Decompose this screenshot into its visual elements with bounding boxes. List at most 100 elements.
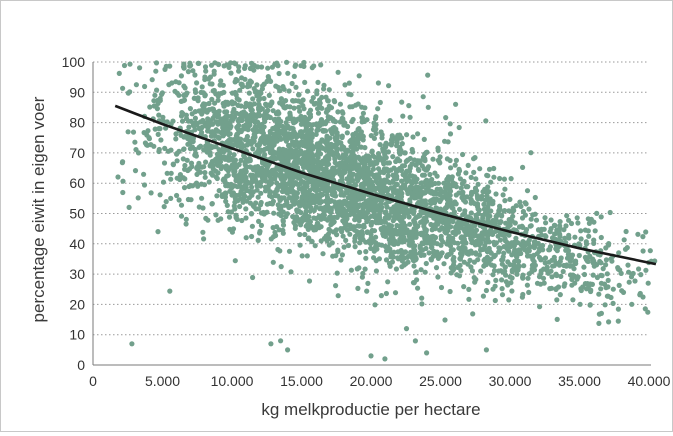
scatter-point [163, 63, 169, 69]
scatter-point [382, 219, 388, 225]
scatter-point [461, 226, 467, 233]
scatter-point [616, 250, 622, 256]
scatter-point [392, 215, 398, 222]
scatter-point [310, 145, 316, 151]
scatter-point [174, 150, 180, 156]
scatter-point [401, 214, 407, 220]
scatter-point [492, 252, 498, 258]
scatter-point [363, 249, 369, 255]
scatter-point [193, 120, 199, 126]
scatter-point [271, 210, 277, 216]
scatter-point [335, 69, 341, 75]
scatter-point [183, 221, 189, 227]
scatter-point [227, 136, 233, 143]
scatter-point [342, 208, 348, 214]
scatter-point [537, 304, 543, 310]
scatter-point [267, 135, 273, 141]
scatter-point [547, 229, 553, 235]
scatter-point [190, 68, 196, 74]
scatter-point [557, 219, 563, 225]
scatter-point [183, 116, 190, 122]
scatter-point [266, 92, 272, 98]
scatter-point [223, 198, 229, 204]
scatter-point [481, 201, 487, 207]
scatter-point [206, 107, 212, 113]
scatter-point [509, 252, 515, 258]
scatter-point [360, 270, 366, 277]
scatter-point [338, 140, 344, 146]
scatter-point [263, 172, 269, 178]
scatter-point [610, 286, 616, 292]
scatter-point [248, 210, 254, 217]
scatter-point [343, 237, 349, 243]
scatter-point [386, 83, 392, 89]
scatter-point [542, 215, 548, 221]
scatter-point [357, 240, 363, 246]
scatter-point [615, 306, 622, 312]
scatter-point [407, 173, 413, 179]
scatter-point [304, 181, 310, 187]
scatter-point [445, 227, 451, 233]
scatter-point [468, 210, 474, 216]
scatter-point [334, 270, 340, 276]
scatter-point [415, 131, 421, 137]
scatter-point [181, 185, 188, 191]
scatter-point [419, 301, 425, 307]
scatter-point [541, 226, 547, 232]
scatter-point [307, 208, 313, 214]
scatter-point [199, 84, 205, 90]
scatter-point [344, 130, 350, 136]
scatter-point [556, 237, 562, 243]
y-axis-title: percentage eiwit in eigen voer [29, 96, 48, 322]
scatter-point [373, 178, 379, 184]
scatter-point [321, 235, 328, 241]
scatter-point [361, 224, 367, 230]
scatter-point [471, 169, 477, 175]
scatter-point [549, 274, 555, 280]
scatter-point [238, 188, 244, 194]
scatter-point [277, 100, 283, 106]
scatter-point [582, 227, 589, 233]
scatter-point [486, 239, 492, 245]
scatter-point [337, 178, 343, 184]
scatter-point [315, 199, 322, 205]
scatter-point [226, 157, 232, 163]
scatter-point [528, 150, 534, 156]
scatter-point [393, 174, 399, 180]
scatter-point [135, 195, 141, 201]
scatter-point [297, 108, 303, 114]
scatter-point [326, 185, 332, 191]
scatter-point [432, 222, 438, 228]
scatter-point [371, 228, 378, 234]
scatter-point [532, 243, 538, 249]
scatter-point [194, 171, 200, 177]
scatter-point [181, 146, 187, 152]
scatter-point [382, 142, 388, 148]
scatter-point [205, 116, 211, 122]
scatter-point [468, 215, 474, 221]
scatter-point [211, 68, 217, 74]
scatter-point [349, 172, 355, 178]
scatter-point [450, 257, 456, 263]
scatter-point [420, 199, 426, 205]
scatter-point [300, 158, 306, 164]
scatter-points [115, 59, 658, 362]
scatter-point [591, 240, 597, 246]
scatter-point [586, 220, 593, 226]
scatter-point [351, 226, 357, 232]
scatter-point [576, 252, 582, 259]
scatter-point [192, 87, 198, 93]
scatter-point [366, 197, 372, 203]
scatter-point [473, 176, 479, 182]
x-tick-labels: 0 5.000 10.000 15.000 20.000 25.000 30.000 35.0… [89, 373, 671, 389]
scatter-point [201, 182, 208, 188]
scatter-point [249, 223, 255, 229]
scatter-point [353, 213, 359, 219]
scatter-point [149, 77, 155, 83]
scatter-point [429, 176, 435, 183]
scatter-point [457, 206, 463, 212]
scatter-point [629, 301, 635, 307]
scatter-point [195, 95, 201, 101]
scatter-point [432, 196, 438, 203]
scatter-point [394, 202, 400, 208]
